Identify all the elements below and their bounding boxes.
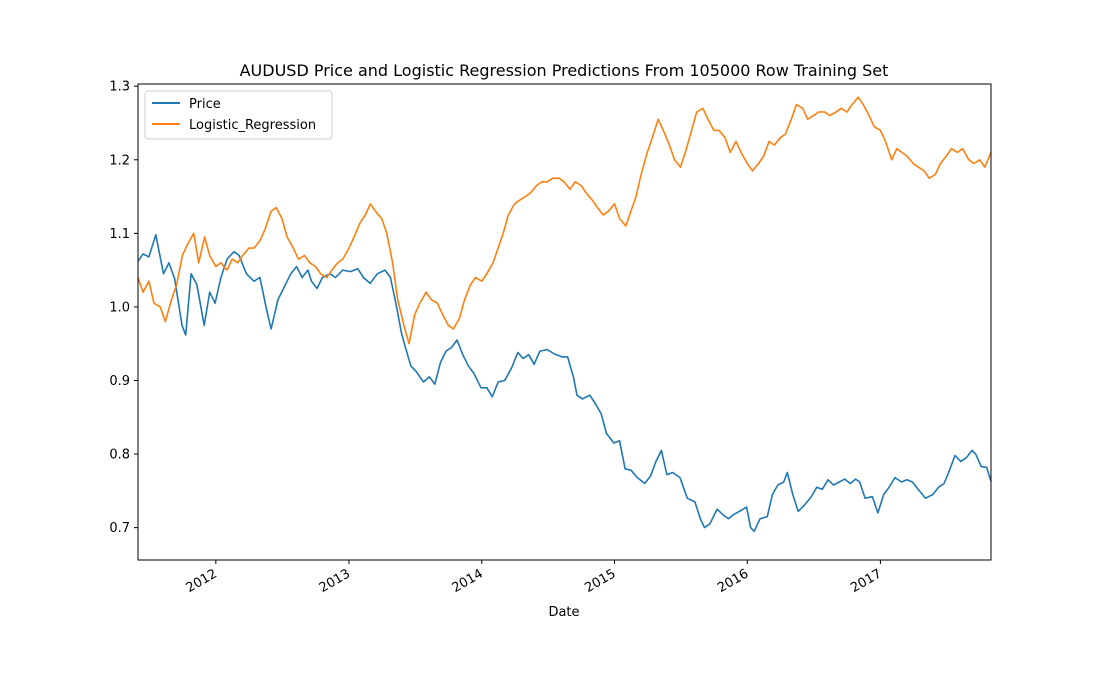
y-tick-label: 0.8	[109, 448, 130, 463]
y-tick-label: 0.9	[109, 374, 130, 389]
legend-label-price: Price	[189, 97, 221, 112]
series-layer	[137, 96, 992, 533]
y-tick-label: 1.1	[109, 227, 130, 242]
x-axis-label: Date	[548, 605, 579, 620]
series-line-logistic-regression	[137, 96, 992, 345]
y-tick-label: 1.2	[109, 153, 130, 168]
y-axis: 0.7 0.8 0.9 1.0 1.1 1.2 1.3	[109, 80, 138, 536]
chart-title: AUDUSD Price and Logistic Regression Pre…	[240, 61, 889, 80]
y-tick-label: 1.0	[109, 300, 130, 315]
legend-box	[144, 90, 333, 140]
y-tick-label: 0.7	[109, 521, 130, 536]
series-line-price	[137, 234, 992, 533]
y-tick-label: 1.3	[109, 80, 130, 95]
legend-label-logistic-regression: Logistic_Regression	[189, 118, 316, 133]
plot-area-frame	[137, 83, 992, 561]
legend: Price Logistic_Regression	[144, 90, 333, 140]
